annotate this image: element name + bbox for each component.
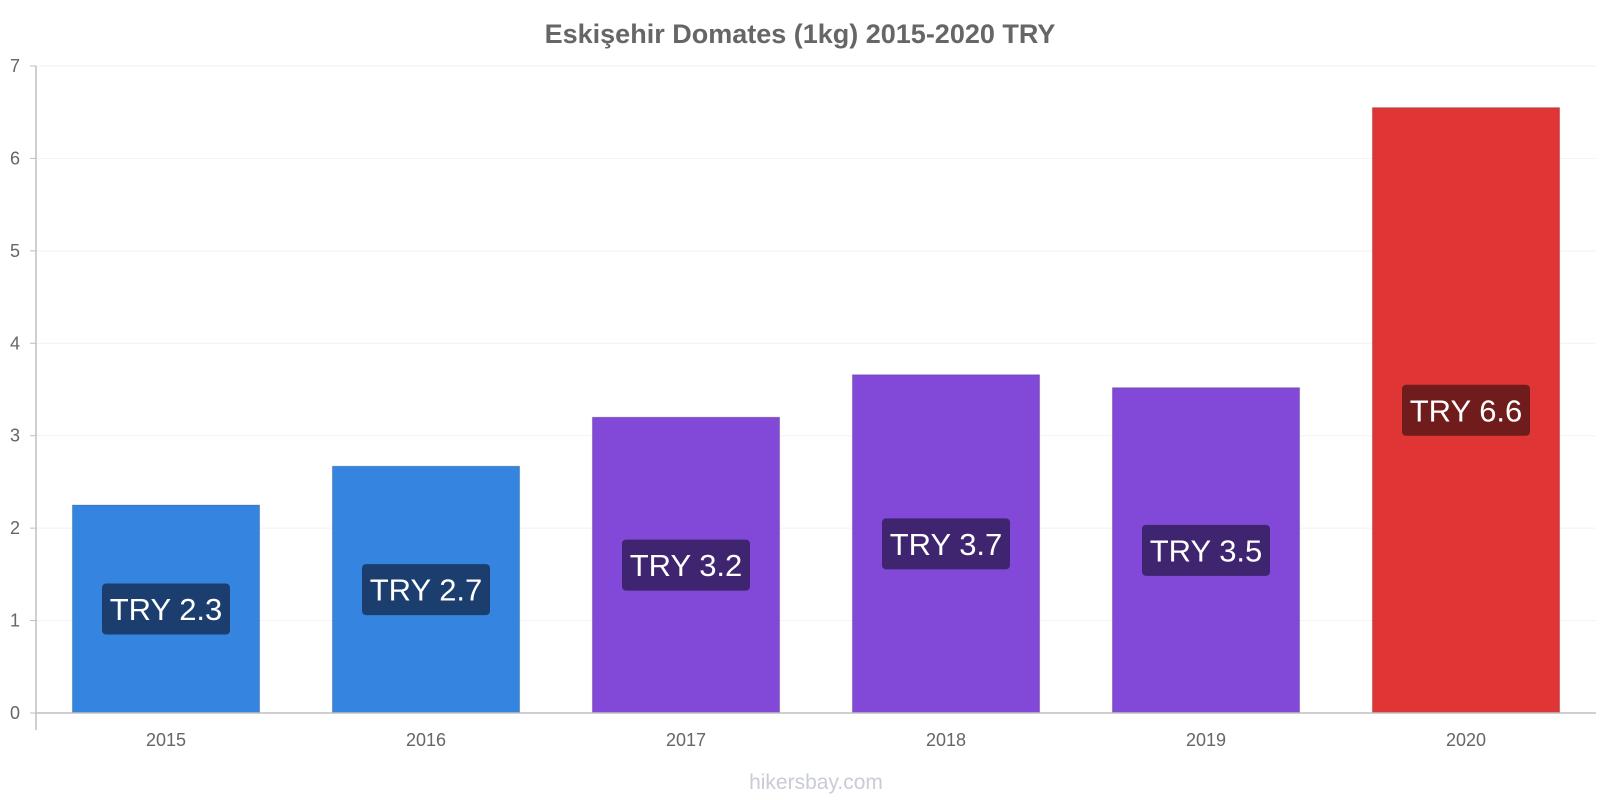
data-label-box xyxy=(102,583,230,635)
x-tick-label: 2015 xyxy=(146,730,186,750)
data-label-text: TRY 3.2 xyxy=(630,548,743,583)
data-label: TRY 2.7 xyxy=(362,564,490,616)
data-label-box xyxy=(622,539,750,591)
data-label-text: TRY 2.3 xyxy=(110,592,223,627)
data-label-box xyxy=(1142,524,1270,576)
x-tick-label: 2018 xyxy=(926,730,966,750)
y-tick-label: 5 xyxy=(10,241,20,261)
x-tick-label: 2019 xyxy=(1186,730,1226,750)
x-tick-label: 2016 xyxy=(406,730,446,750)
y-tick-label: 4 xyxy=(10,333,20,353)
y-tick-label: 0 xyxy=(10,703,20,723)
x-tick-label: 2017 xyxy=(666,730,706,750)
data-label: TRY 6.6 xyxy=(1402,384,1530,436)
data-labels: TRY 2.3 TRY 2.7 TRY 3.2 TRY 3.7 TRY 3.5 TRY 6… xyxy=(102,384,1530,635)
chart-title: Eskişehir Domates (1kg) 2015-2020 TRY xyxy=(545,19,1056,49)
data-label: TRY 3.7 xyxy=(882,518,1010,570)
y-tick-label: 1 xyxy=(10,611,20,631)
y-tick-labels: 0 1 2 3 4 5 6 7 xyxy=(10,56,36,723)
y-tick-label: 6 xyxy=(10,148,20,168)
y-tick-label: 7 xyxy=(10,56,20,76)
data-label-text: TRY 2.7 xyxy=(370,573,483,608)
gridlines xyxy=(36,65,1596,622)
y-tick-label: 3 xyxy=(10,426,20,446)
x-tick-labels: 2015 2016 2017 2018 2019 2020 xyxy=(146,730,1486,750)
y-tick-label: 2 xyxy=(10,518,20,538)
data-label: TRY 3.5 xyxy=(1142,524,1270,576)
data-label-box xyxy=(362,564,490,616)
data-label: TRY 3.2 xyxy=(622,539,750,591)
x-tick-label: 2020 xyxy=(1446,730,1486,750)
data-label-text: TRY 6.6 xyxy=(1410,393,1523,428)
data-label-text: TRY 3.7 xyxy=(890,527,1003,562)
data-label-box xyxy=(882,518,1010,570)
data-label-box xyxy=(1402,384,1530,436)
watermark: hikersbay.com xyxy=(749,771,883,794)
bars xyxy=(71,107,1561,714)
data-label-text: TRY 3.5 xyxy=(1150,533,1263,568)
axes xyxy=(35,66,1596,730)
data-label: TRY 2.3 xyxy=(102,583,230,635)
